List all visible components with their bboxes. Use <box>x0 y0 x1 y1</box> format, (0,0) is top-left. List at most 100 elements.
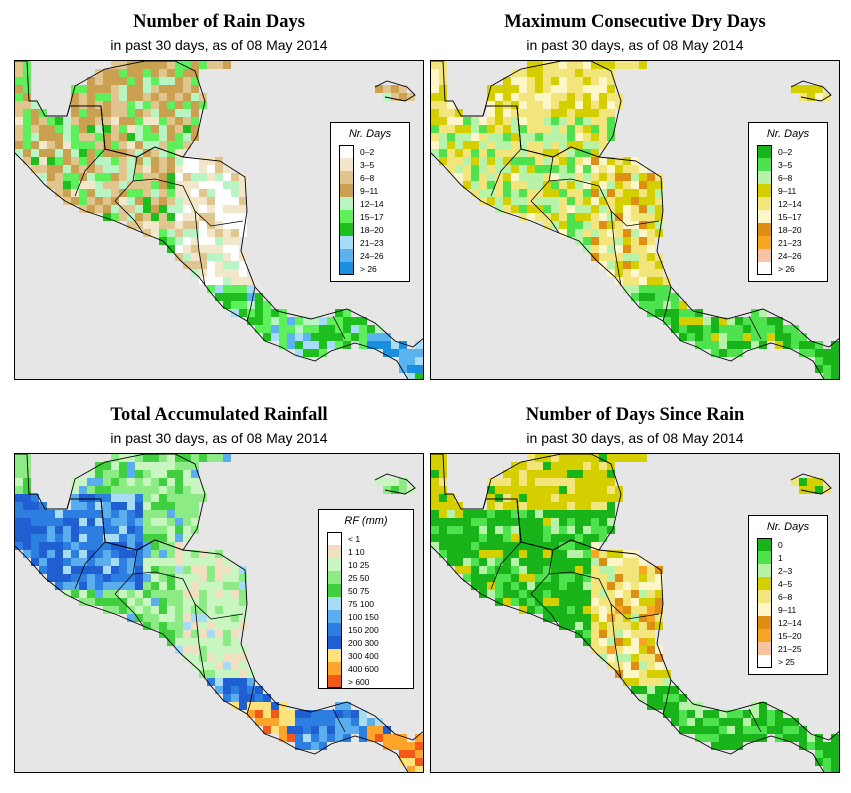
grid-cell <box>639 269 647 277</box>
grid-cell <box>127 205 135 213</box>
grid-cell <box>191 526 199 534</box>
grid-cell <box>679 325 687 333</box>
grid-cell <box>655 173 663 181</box>
grid-cell <box>55 173 63 181</box>
grid-cell <box>511 542 519 550</box>
grid-cell <box>127 69 135 77</box>
grid-cell <box>807 478 815 486</box>
grid-cell <box>159 462 167 470</box>
grid-cell <box>287 325 295 333</box>
grid-cell <box>511 598 519 606</box>
grid-cell <box>199 189 207 197</box>
grid-cell <box>103 502 111 510</box>
grid-cell <box>391 734 399 742</box>
grid-cell <box>391 349 399 357</box>
grid-cell <box>599 221 607 229</box>
grid-cell <box>447 149 455 157</box>
grid-cell <box>431 454 439 462</box>
grid-cell <box>623 622 631 630</box>
grid-cell <box>639 253 647 261</box>
grid-cell <box>567 462 575 470</box>
grid-cell <box>199 590 207 598</box>
grid-cell <box>567 197 575 205</box>
grid-cell <box>279 702 287 710</box>
grid-cell <box>535 189 543 197</box>
grid-cell <box>111 85 119 93</box>
grid-cell <box>599 109 607 117</box>
grid-cell <box>639 654 647 662</box>
grid-cell <box>231 606 239 614</box>
grid-cell <box>519 205 527 213</box>
grid-cell <box>583 205 591 213</box>
grid-cell <box>495 149 503 157</box>
grid-cell <box>71 542 79 550</box>
grid-cell <box>319 325 327 333</box>
grid-cell <box>799 341 807 349</box>
legend-label: 25 50 <box>348 572 370 583</box>
grid-cell <box>143 165 151 173</box>
grid-cell <box>159 502 167 510</box>
grid-cell <box>39 149 47 157</box>
grid-cell <box>95 478 103 486</box>
grid-cell <box>55 542 63 550</box>
grid-cell <box>631 269 639 277</box>
grid-cell <box>615 622 623 630</box>
grid-cell <box>487 133 495 141</box>
grid-cell <box>383 341 391 349</box>
grid-cell <box>615 205 623 213</box>
grid-cell <box>591 157 599 165</box>
grid-cell <box>207 574 215 582</box>
grid-cell <box>223 301 231 309</box>
grid-cell <box>175 125 183 133</box>
grid-cell <box>295 349 303 357</box>
legend-item: 6–8 <box>757 590 827 603</box>
grid-cell <box>95 109 103 117</box>
grid-cell <box>191 462 199 470</box>
grid-cell <box>207 598 215 606</box>
grid-cell <box>191 189 199 197</box>
grid-cell <box>487 85 495 93</box>
grid-cell <box>127 109 135 117</box>
grid-cell <box>575 478 583 486</box>
grid-cell <box>15 486 23 494</box>
grid-cell <box>527 526 535 534</box>
grid-cell <box>735 325 743 333</box>
legend-label: 1 <box>778 552 783 563</box>
grid-cell <box>103 518 111 526</box>
grid-cell <box>279 718 287 726</box>
grid-cell <box>471 189 479 197</box>
grid-cell <box>199 197 207 205</box>
grid-cell <box>191 197 199 205</box>
grid-cell <box>375 325 383 333</box>
grid-cell <box>207 454 215 462</box>
grid-cell <box>223 221 231 229</box>
grid-cell <box>159 61 167 69</box>
legend-title: Nr. Days <box>348 128 392 140</box>
grid-cell <box>599 133 607 141</box>
grid-cell <box>559 205 567 213</box>
grid-cell <box>103 109 111 117</box>
grid-cell <box>183 502 191 510</box>
grid-cell <box>759 726 767 734</box>
grid-cell <box>239 277 247 285</box>
legend-label: > 600 <box>348 676 370 687</box>
grid-cell <box>159 165 167 173</box>
grid-cell <box>511 117 519 125</box>
grid-cell <box>191 654 199 662</box>
grid-cell <box>519 149 527 157</box>
grid-cell <box>439 526 447 534</box>
grid-cell <box>63 173 71 181</box>
grid-cell <box>607 181 615 189</box>
grid-cell <box>647 205 655 213</box>
grid-cell <box>543 470 551 478</box>
grid-cell <box>119 189 127 197</box>
grid-cell <box>567 157 575 165</box>
grid-cell <box>551 478 559 486</box>
grid-cell <box>759 702 767 710</box>
grid-cell <box>727 718 735 726</box>
grid-cell <box>215 245 223 253</box>
legend-label: 6–8 <box>778 172 793 183</box>
grid-cell <box>135 85 143 93</box>
grid-cell <box>495 109 503 117</box>
grid-cell <box>175 141 183 149</box>
